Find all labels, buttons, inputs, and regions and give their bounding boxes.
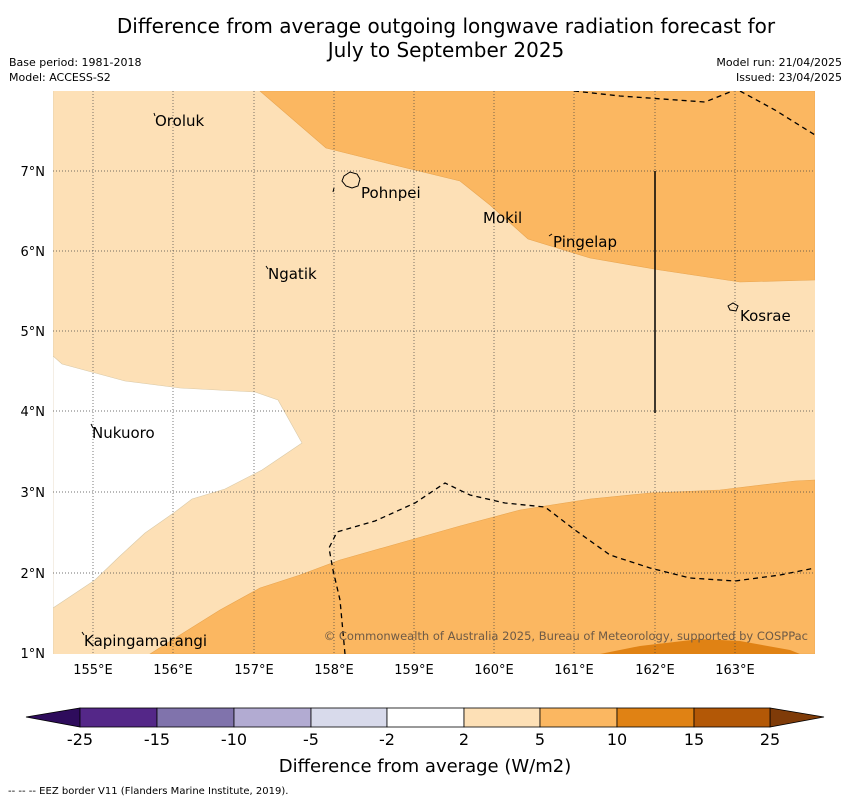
colorbar-tick: -5 <box>303 730 319 749</box>
eez-border-northeast <box>739 91 815 136</box>
colorbar-segment <box>310 707 388 728</box>
colorbar-arrow-left <box>25 707 81 728</box>
issued-date: Issued: 23/04/2025 <box>735 71 842 84</box>
colorbar-tick: 5 <box>535 730 545 749</box>
lon-label: 156°E <box>153 663 193 678</box>
label-kosrae: Kosrae <box>740 307 791 325</box>
kapingamarangi-icon <box>81 631 85 636</box>
colorbar-tick: -25 <box>67 730 93 749</box>
lat-label: 4°N <box>21 405 46 420</box>
map-title: Difference from average outgoing longwav… <box>60 14 832 62</box>
colorbar-segment <box>616 707 695 728</box>
label-ngatik: Ngatik <box>268 265 317 283</box>
lat-label: 2°N <box>21 567 46 582</box>
colorbar-ticks: -25 -15 -10 -5 -2 2 5 10 15 25 <box>67 730 780 749</box>
lon-label: 155°E <box>73 663 113 678</box>
colorbar-segment <box>156 707 235 728</box>
islands <box>81 112 739 636</box>
oroluk-icon <box>153 112 156 117</box>
base-period: Base period: 1981-2018 <box>9 56 142 69</box>
label-pohnpei: Pohnpei <box>361 184 421 202</box>
lat-label: 3°N <box>21 486 46 501</box>
label-oroluk: Oroluk <box>155 112 204 130</box>
copyright-text: © Commonwealth of Australia 2025, Bureau… <box>324 629 808 643</box>
colorbar-tick: -10 <box>221 730 247 749</box>
contour-fills <box>53 91 815 654</box>
colorbar-segment <box>233 707 312 728</box>
model-name: Model: ACCESS-S2 <box>9 71 111 84</box>
colorbar-segment <box>539 707 618 728</box>
title-line-1: Difference from average outgoing longwav… <box>116 14 776 38</box>
lon-labels: 155°E 156°E 157°E 158°E 159°E 160°E 161°… <box>73 663 755 678</box>
lon-label: 158°E <box>314 663 354 678</box>
meta-right: Model run: 21/04/2025 Issued: 23/04/2025 <box>716 55 842 85</box>
lon-label: 159°E <box>394 663 434 678</box>
kosrae-icon <box>727 302 739 312</box>
pingelap-icon <box>548 233 553 237</box>
fill-5-to-10-north <box>259 91 815 283</box>
lat-labels: 7°N 6°N 5°N 4°N 3°N 2°N 1°N <box>21 165 46 662</box>
ngatik-icon <box>265 265 269 270</box>
colorbar-tick: 25 <box>760 730 780 749</box>
colorbar-segment <box>79 707 158 728</box>
place-labels: Oroluk Pohnpei Mokil Pingelap Ngatik Kos… <box>84 112 791 650</box>
label-kapingamarangi: Kapingamarangi <box>84 632 207 650</box>
pohnpei-icon <box>341 171 361 189</box>
nukuoro-icon <box>90 423 94 429</box>
colorbar-tick: 10 <box>607 730 627 749</box>
colorbar-tick: -15 <box>144 730 170 749</box>
footer-note: -- -- -- EEZ border V11 (Flanders Marine… <box>8 786 289 797</box>
lat-label: 1°N <box>21 647 46 662</box>
lon-label: 157°E <box>234 663 274 678</box>
colorbar-label: Difference from average (W/m2) <box>279 756 571 777</box>
colorbar-segment <box>693 707 771 728</box>
colorbar-tick: -2 <box>379 730 395 749</box>
lon-label: 161°E <box>554 663 594 678</box>
fill-neutral-west <box>53 91 303 654</box>
fill-10-to-15-south <box>600 639 800 654</box>
lon-label: 162°E <box>635 663 675 678</box>
colorbar-arrow-right <box>769 707 825 728</box>
lat-label: 5°N <box>21 325 46 340</box>
label-pingelap: Pingelap <box>553 233 617 251</box>
lon-label: 160°E <box>474 663 514 678</box>
title-line-2: July to September 2025 <box>327 38 565 62</box>
lon-label: 163°E <box>715 663 755 678</box>
meta-left: Base period: 1981-2018 Model: ACCESS-S2 <box>9 55 141 85</box>
pohnpei-islet-icon <box>332 187 335 193</box>
eez-border-south <box>328 482 815 654</box>
label-nukuoro: Nukuoro <box>92 424 155 442</box>
colorbar-segment <box>386 707 465 728</box>
lat-label: 7°N <box>21 165 46 180</box>
colorbar <box>25 707 825 728</box>
model-run: Model run: 21/04/2025 <box>716 56 842 69</box>
eez-borders <box>328 91 815 654</box>
colorbar-tick: 2 <box>459 730 469 749</box>
label-mokil: Mokil <box>483 209 522 227</box>
colorbar-tick: 15 <box>684 730 704 749</box>
lat-label: 6°N <box>21 245 46 260</box>
fill-5-to-10-south <box>149 479 815 654</box>
colorbar-segment <box>463 707 541 728</box>
